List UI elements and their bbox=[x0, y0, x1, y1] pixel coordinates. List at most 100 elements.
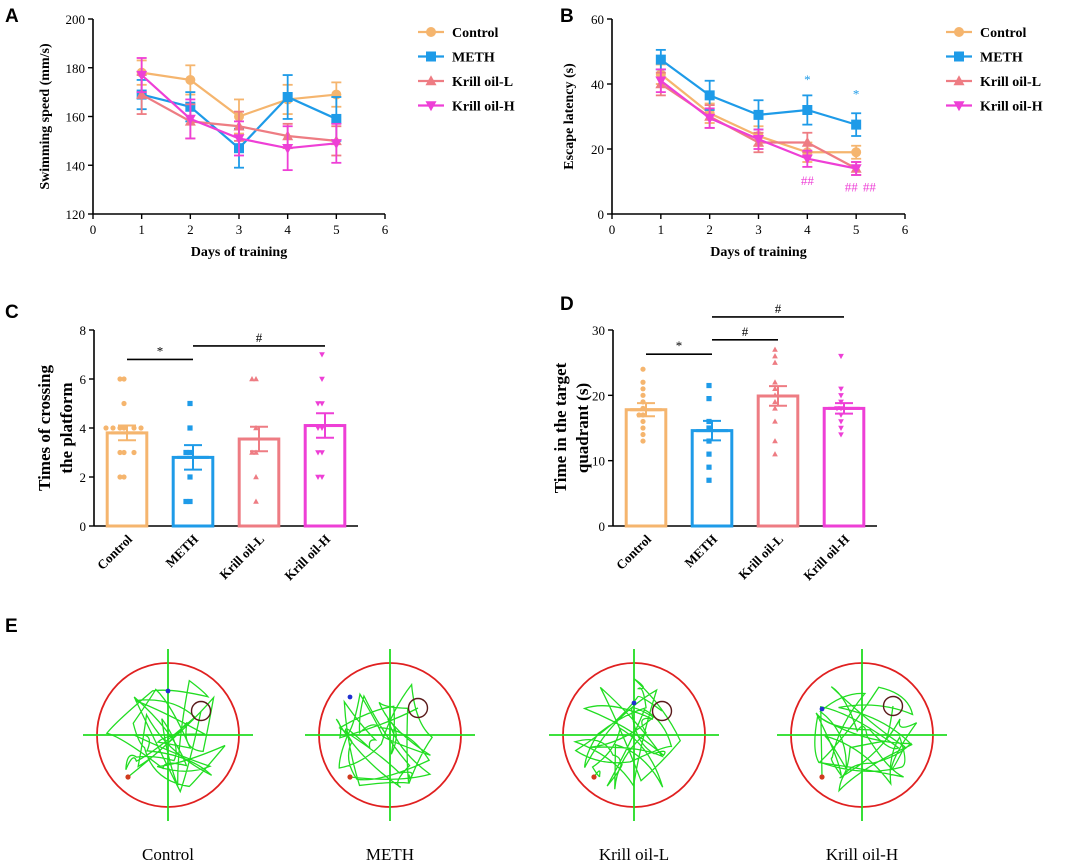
data-point bbox=[319, 401, 325, 407]
significance-mark: # bbox=[775, 301, 782, 316]
data-point bbox=[640, 418, 646, 425]
y-tick-label: 140 bbox=[66, 158, 86, 173]
data-point bbox=[838, 432, 844, 438]
legend-label: Krill oil-H bbox=[980, 100, 1043, 115]
legend-marker bbox=[426, 51, 436, 62]
data-point bbox=[183, 498, 189, 505]
data-point bbox=[772, 392, 778, 398]
end-point bbox=[347, 694, 353, 700]
bar bbox=[624, 408, 668, 528]
data-point bbox=[187, 425, 193, 431]
platform-circle bbox=[651, 700, 673, 722]
data-point bbox=[838, 412, 844, 418]
bar-group-control bbox=[624, 366, 668, 528]
bar-group-meth bbox=[171, 400, 215, 528]
y-tick-label: 40 bbox=[591, 77, 604, 92]
data-point bbox=[131, 449, 137, 456]
bar-group-meth bbox=[690, 382, 734, 528]
data-point bbox=[253, 425, 259, 431]
data-point bbox=[319, 352, 325, 358]
legend-marker bbox=[954, 27, 964, 37]
legend-label: Krill oil-L bbox=[452, 75, 513, 90]
category-label: Krill oil-L bbox=[216, 531, 267, 582]
panel-d-label: D bbox=[560, 294, 574, 315]
y-tick-label: 200 bbox=[66, 12, 86, 27]
data-point bbox=[136, 70, 148, 81]
data-point bbox=[640, 438, 646, 444]
data-point bbox=[319, 376, 325, 382]
swim-path bbox=[105, 679, 226, 794]
data-point bbox=[330, 139, 342, 150]
data-point bbox=[772, 438, 778, 444]
data-point bbox=[249, 376, 255, 382]
data-point bbox=[706, 477, 712, 483]
significance-mark: * bbox=[804, 72, 811, 87]
data-point bbox=[838, 399, 844, 405]
data-point bbox=[851, 147, 862, 158]
data-point bbox=[838, 386, 844, 392]
data-point bbox=[187, 474, 193, 480]
data-point bbox=[103, 425, 109, 431]
platform-circle bbox=[882, 695, 904, 717]
end-point bbox=[631, 700, 637, 706]
bar bbox=[690, 429, 734, 528]
y-tick-label: 0 bbox=[598, 207, 605, 222]
data-point bbox=[640, 392, 646, 398]
data-point bbox=[185, 74, 196, 85]
y-tick-label: 0 bbox=[80, 519, 87, 534]
category-label: Krill oil-H bbox=[281, 532, 333, 584]
platform-circle bbox=[190, 700, 212, 722]
data-point bbox=[117, 376, 123, 382]
legend-marker bbox=[953, 75, 965, 86]
data-point bbox=[838, 353, 844, 360]
data-point bbox=[315, 425, 321, 431]
y-axis-title-line: Times of crossing bbox=[35, 365, 54, 491]
series-krill-oil-h bbox=[136, 57, 342, 172]
y-tick-label: 60 bbox=[591, 12, 604, 27]
maze-label: Krill oil-H bbox=[826, 845, 898, 864]
panel-e-label: E bbox=[5, 616, 18, 637]
data-point bbox=[772, 405, 778, 411]
bar bbox=[105, 431, 149, 528]
data-point bbox=[640, 399, 646, 405]
start-point bbox=[347, 774, 353, 780]
y-tick-label: 10 bbox=[592, 454, 605, 469]
data-point bbox=[640, 431, 646, 438]
category-label: Control bbox=[613, 531, 654, 572]
start-point bbox=[591, 774, 597, 780]
y-tick-label: 6 bbox=[80, 372, 87, 387]
data-point bbox=[640, 366, 646, 372]
panel-c-bar-chart: C 0 2 4 6 8 Times of crossing the platform Cont… bbox=[5, 302, 358, 583]
bar bbox=[822, 406, 866, 528]
data-point bbox=[640, 412, 646, 418]
data-point bbox=[706, 451, 712, 457]
legend-marker bbox=[953, 101, 965, 112]
legend-label: METH bbox=[980, 51, 1023, 66]
bar-group-krill-oil-h bbox=[822, 353, 866, 528]
y-tick-label: 180 bbox=[66, 61, 86, 76]
category-label: Krill oil-H bbox=[800, 532, 852, 584]
data-point bbox=[319, 450, 325, 456]
legend-label: Control bbox=[452, 26, 499, 41]
data-point bbox=[117, 425, 123, 431]
data-point bbox=[850, 164, 862, 175]
y-tick-label: 4 bbox=[80, 421, 87, 436]
y-axis-title: Swimming speed (mm/s) bbox=[38, 43, 53, 190]
significance-mark: ## bbox=[863, 179, 877, 194]
data-point bbox=[706, 438, 712, 444]
data-point bbox=[253, 449, 259, 455]
significance-mark: * bbox=[157, 343, 164, 358]
data-point bbox=[319, 425, 325, 431]
y-tick-label: 2 bbox=[80, 470, 87, 485]
data-point bbox=[253, 376, 259, 382]
category-label: METH bbox=[681, 532, 720, 571]
data-point bbox=[655, 54, 666, 65]
panel-a-line-chart: A 0 1 2 3 4 5 6 120 140 160 180 200 Days of training… bbox=[5, 6, 515, 260]
x-tick-label: 5 bbox=[853, 222, 860, 237]
data-point bbox=[121, 400, 127, 407]
y-tick-label: 20 bbox=[591, 142, 604, 157]
y-tick-label: 30 bbox=[592, 323, 605, 338]
data-point bbox=[117, 449, 123, 456]
bar-group-krill-oil-l bbox=[756, 346, 800, 528]
